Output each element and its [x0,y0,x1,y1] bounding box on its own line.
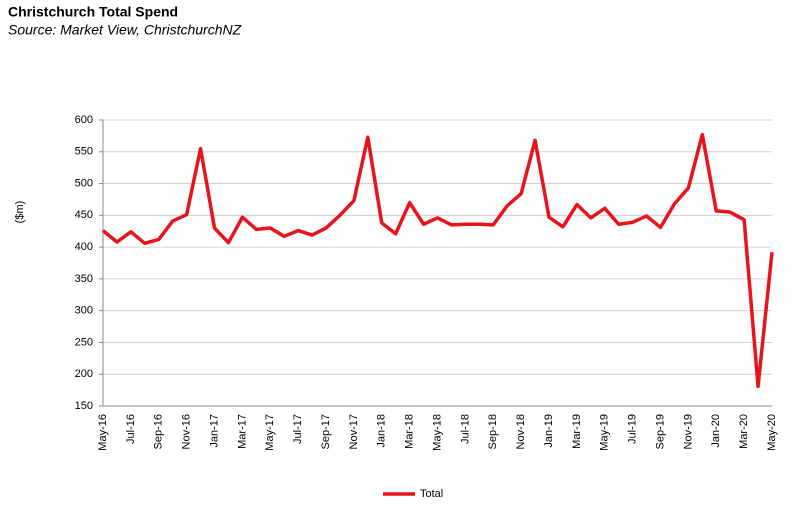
y-tick-label: 250 [75,336,93,348]
x-tick-label: Mar-19 [571,414,583,449]
x-tick-label: Jan-18 [376,414,388,448]
x-tick-label: Sep-18 [487,414,499,449]
x-tick-label: May-16 [97,414,109,451]
chart-subtitle: Source: Market View, ChristchurchNZ [8,22,242,38]
x-tick-label: Jul-18 [459,414,471,444]
chart-title: Christchurch Total Spend [8,4,178,20]
x-tick-label: May-18 [431,414,443,451]
x-tick-label: Sep-17 [320,414,332,449]
x-tick-label: Jan-20 [710,414,722,448]
x-tick-label: May-17 [264,414,276,451]
x-tick-label: Jul-16 [125,414,137,444]
x-tick-label: May-19 [599,414,611,451]
line-series [101,132,774,389]
y-tick-label: 500 [75,177,93,189]
x-tick-label: Nov-19 [682,414,694,449]
y-tick-label: 450 [75,209,93,221]
x-tick-label: Nov-18 [515,414,527,449]
x-tick-label: Mar-17 [236,414,248,449]
x-tick-label: May-20 [766,414,778,451]
y-tick-label: 300 [75,305,93,317]
x-tick-label: Jan-17 [208,414,220,448]
x-tick-label: Sep-19 [654,414,666,449]
y-tick-label: 600 [75,114,93,126]
x-tick-label: Mar-20 [738,414,750,449]
x-tick-label: Sep-16 [153,414,165,449]
y-tick-label: 400 [75,241,93,253]
x-tick-label: Jan-19 [543,414,555,448]
x-tick-label: Jul-17 [292,414,304,444]
y-tick-label: 350 [75,273,93,285]
x-tick-label: Nov-16 [181,414,193,449]
x-tick-label: Mar-18 [404,414,416,449]
y-tick-label: 150 [75,400,93,412]
x-tick-label: Nov-17 [348,414,360,449]
legend-label: Total [420,488,443,500]
y-tick-label: 200 [75,368,93,380]
y-axis-label: ($m) [14,201,26,224]
y-tick-label: 550 [75,146,93,158]
x-tick-label: Jul-19 [627,414,639,444]
